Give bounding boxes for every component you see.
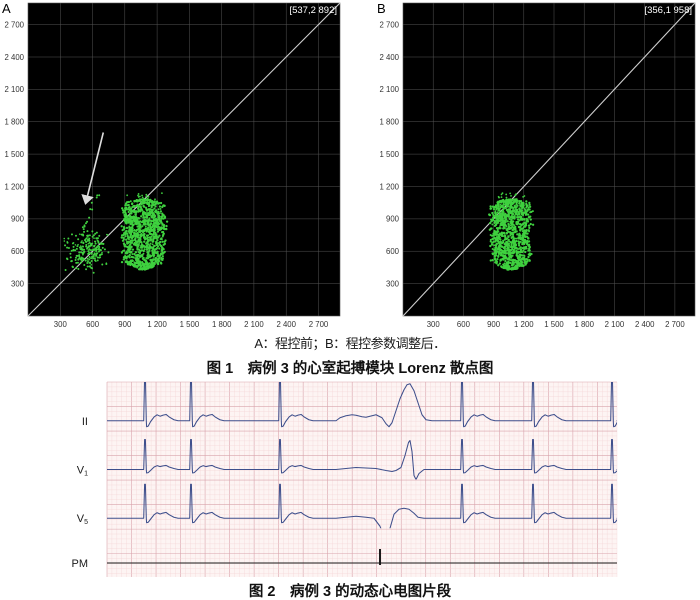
svg-text:II: II	[82, 416, 88, 428]
svg-text:PM: PM	[72, 558, 89, 570]
svg-text:V5: V5	[77, 513, 88, 526]
svg-text:V1: V1	[77, 465, 88, 478]
